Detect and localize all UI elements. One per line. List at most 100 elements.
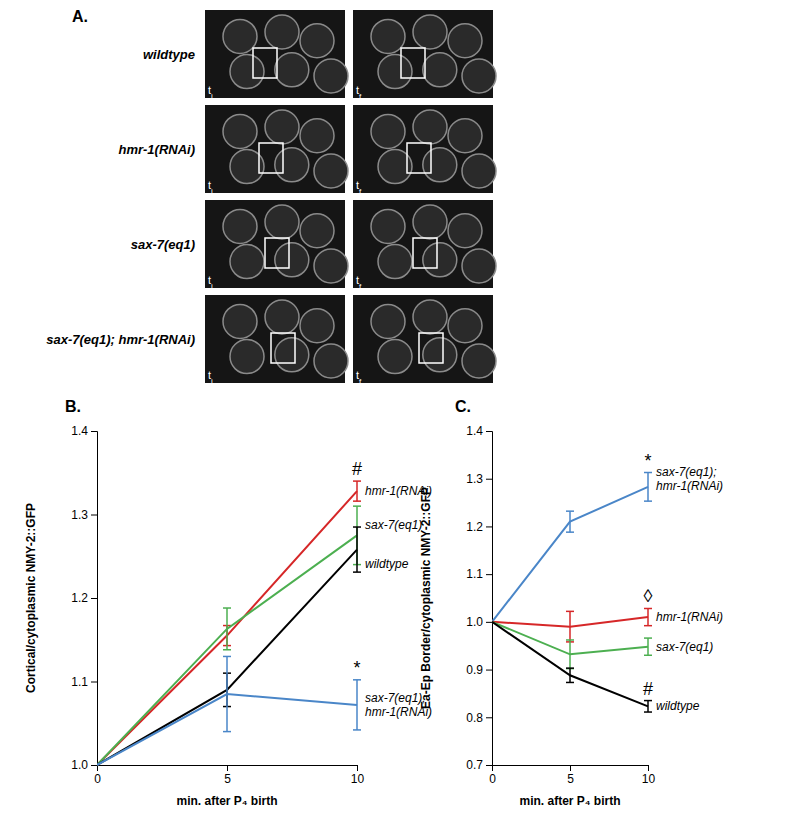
frame-label-sub: f — [359, 377, 362, 386]
roi-box — [259, 143, 283, 173]
cell — [314, 59, 348, 93]
y-tick-label: 1.4 — [466, 424, 483, 438]
x-axis: 0510 — [94, 765, 364, 786]
error-bar — [644, 701, 652, 712]
error-bar-stem — [569, 511, 571, 532]
row-label: hmr-1(RNAi) — [118, 142, 195, 157]
x-tick-mark — [570, 765, 571, 771]
error-bar-stem — [647, 638, 649, 655]
x-tick-label: 0 — [489, 772, 496, 786]
y-tick-mark — [91, 515, 97, 516]
cell — [423, 148, 457, 182]
error-bar-cap — [566, 611, 574, 613]
error-bar — [566, 611, 574, 642]
error-bar-stem — [569, 668, 571, 682]
cell — [378, 340, 412, 374]
panel-a: A.wildtypetitfhmr-1(RNAi)titfsax-7(eq1)t… — [46, 8, 496, 386]
error-bar-stem — [356, 527, 358, 572]
error-bar — [644, 638, 652, 655]
cell — [275, 53, 309, 87]
y-axis: 1.01.11.21.31.4 — [71, 424, 97, 772]
x-axis-line — [98, 766, 358, 772]
series-label: sax-7(eq1);hmr-1(RNAi) — [656, 465, 723, 493]
y-tick-label: 1.2 — [71, 591, 88, 605]
row-label: sax-7(eq1) — [131, 237, 195, 252]
cell — [265, 205, 299, 239]
figure: A.wildtypetitfhmr-1(RNAi)titfsax-7(eq1)t… — [0, 0, 800, 824]
frame-label: ti — [208, 84, 213, 101]
error-bar-cap — [644, 625, 652, 627]
series-label-line: hmr-1(RNAi) — [656, 610, 723, 624]
cell — [275, 148, 309, 182]
error-bar-cap — [644, 711, 652, 713]
x-tick-label: 5 — [567, 772, 574, 786]
panel-label: B. — [65, 398, 81, 415]
error-bar-cap — [353, 729, 361, 731]
plot-area — [492, 473, 652, 713]
error-bar-cap — [223, 649, 231, 651]
y-tick: 1.2 — [71, 591, 97, 605]
frame-label-sub: i — [211, 282, 213, 291]
y-tick-mark — [91, 431, 97, 432]
roi-box — [253, 48, 277, 78]
series-label-line: hmr-1(RNAi) — [656, 479, 723, 493]
plot-area — [97, 481, 361, 765]
cell — [300, 24, 334, 58]
cell — [413, 205, 447, 239]
cell — [300, 309, 334, 343]
error-bar-cap — [644, 500, 652, 502]
cell — [413, 110, 447, 144]
y-tick: 1.0 — [466, 615, 492, 629]
cell — [300, 214, 334, 248]
y-tick: 0.7 — [466, 758, 492, 772]
y-tick: 0.9 — [466, 663, 492, 677]
frame-label: ti — [208, 179, 213, 196]
series-line — [97, 535, 357, 765]
frame-label-sub: i — [211, 187, 213, 196]
annotation: * — [353, 658, 360, 678]
y-axis-title: Ea-Ep Border/cytoplasmic NMY-2::GFP — [419, 487, 433, 709]
cell — [448, 119, 482, 153]
y-tick-mark — [486, 574, 492, 575]
y-tick-label: 1.3 — [71, 508, 88, 522]
series-label: sax-7(eq1) — [656, 640, 713, 654]
annotation: # — [643, 679, 653, 699]
y-tick: 1.3 — [71, 508, 97, 522]
error-bar-cap — [644, 655, 652, 657]
cell — [265, 300, 299, 334]
roi-box — [407, 143, 431, 173]
error-bar — [353, 680, 361, 730]
frame-label-sub: i — [211, 92, 213, 101]
error-bar-cap — [353, 526, 361, 528]
frame-label: tf — [356, 179, 362, 196]
frame-label: tf — [356, 369, 362, 386]
error-bar-cap — [644, 700, 652, 702]
cell — [413, 300, 447, 334]
cell — [314, 154, 348, 188]
error-bar-cap — [353, 480, 361, 482]
error-bar-stem — [569, 640, 571, 669]
series-label-line: wildtype — [656, 699, 700, 713]
cell — [230, 340, 264, 374]
cell — [423, 53, 457, 87]
panel-label: A. — [72, 8, 88, 25]
x-tick-label: 10 — [642, 772, 656, 786]
cell — [413, 15, 447, 49]
chart-panel: C.05100.70.80.91.01.11.21.31.4min. after… — [419, 398, 723, 808]
error-bar-cap — [566, 510, 574, 512]
x-tick-label: 0 — [94, 772, 101, 786]
x-tick-mark — [357, 765, 358, 771]
y-tick-mark — [91, 682, 97, 683]
roi-box — [419, 333, 443, 363]
annotation: ◊ — [644, 586, 653, 606]
y-tick-mark — [486, 431, 492, 432]
error-bar-stem — [226, 656, 228, 731]
error-bar-cap — [223, 656, 231, 658]
error-bar-stem — [356, 680, 358, 730]
error-bar-cap — [223, 607, 231, 609]
frame-label-sub: f — [359, 187, 362, 196]
roi-box — [265, 238, 289, 268]
error-bar — [644, 473, 652, 502]
cell — [371, 304, 405, 338]
error-bar-cap — [644, 472, 652, 474]
